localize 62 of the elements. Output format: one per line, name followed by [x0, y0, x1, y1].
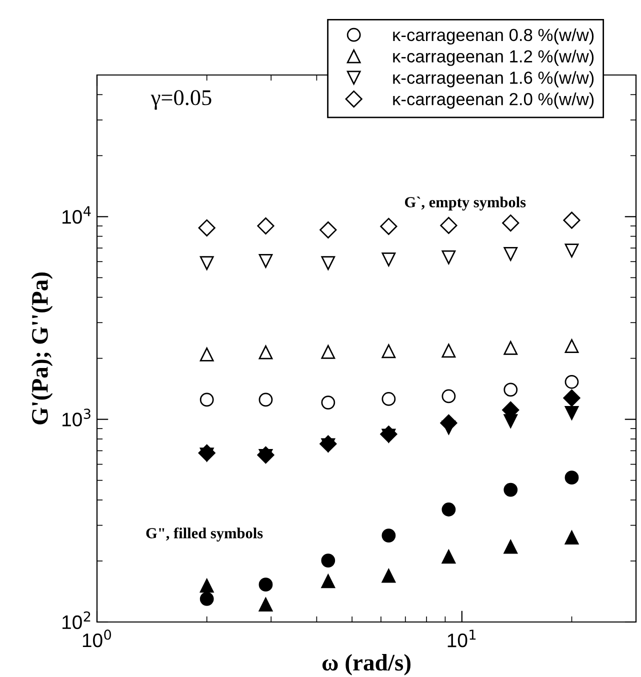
point — [321, 554, 336, 568]
point — [382, 252, 396, 266]
point — [200, 256, 214, 270]
point — [504, 341, 518, 355]
point — [442, 550, 456, 564]
annotation: G`, empty symbols — [404, 196, 526, 210]
point — [258, 578, 273, 592]
point — [564, 374, 579, 389]
point — [442, 502, 456, 516]
point — [200, 592, 214, 606]
point — [564, 244, 579, 258]
point — [320, 435, 337, 452]
point — [198, 219, 216, 236]
point — [321, 345, 336, 359]
point — [258, 598, 273, 612]
point — [257, 217, 274, 234]
y-tick-label: 10$^{3}$ — [62, 408, 90, 426]
point — [321, 256, 336, 270]
point — [382, 568, 396, 583]
point — [564, 530, 579, 545]
point — [564, 406, 579, 420]
point — [200, 578, 214, 593]
legend-label: κ-carrageenan 1.2 %(w/w) — [393, 50, 594, 66]
point — [442, 389, 456, 404]
point — [321, 574, 336, 588]
point — [502, 214, 520, 232]
legend-label: κ-carrageenan 1.6 %(w/w) — [393, 71, 594, 88]
x-axis-title: ω (rad/s) — [322, 654, 410, 676]
x-tick-label: 10$^{1}$ — [448, 630, 476, 648]
point — [442, 344, 456, 358]
annotation: G", filled symbols — [146, 527, 263, 542]
point — [564, 470, 579, 485]
point — [504, 540, 518, 554]
x-tick-label: 10$^{0}$ — [82, 630, 112, 648]
point — [258, 345, 273, 360]
point — [564, 339, 579, 353]
point — [198, 444, 216, 462]
point — [380, 426, 398, 443]
y-axis-title: G'(Pa); G''(Pa) — [31, 272, 53, 424]
legend-label: κ-carrageenan 0.8 %(w/w) — [393, 28, 594, 45]
point — [382, 344, 396, 358]
legend-label: κ-carrageenan 2.0 %(w/w) — [393, 92, 594, 109]
point — [504, 482, 518, 497]
point — [258, 254, 273, 268]
point — [200, 348, 214, 362]
point — [320, 221, 337, 238]
point — [563, 212, 580, 229]
point — [440, 216, 458, 234]
point — [442, 250, 456, 264]
point — [257, 446, 274, 464]
point — [258, 392, 273, 407]
y-tick-label: 10$^{4}$ — [62, 206, 91, 224]
point — [504, 382, 518, 397]
point — [382, 528, 396, 543]
point — [321, 396, 336, 410]
point — [200, 392, 214, 407]
y-tick-label: 10$^{2}$ — [62, 611, 90, 630]
point — [504, 246, 518, 261]
point — [380, 218, 398, 235]
point — [382, 392, 396, 406]
annotation: γ=0.05 — [150, 90, 212, 110]
point — [563, 389, 580, 407]
